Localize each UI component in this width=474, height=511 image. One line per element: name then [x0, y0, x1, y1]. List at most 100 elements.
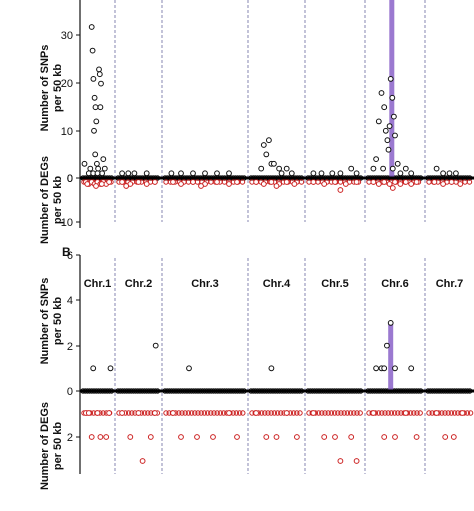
- deg-point-Chr.5: [337, 458, 344, 464]
- deg-point-Chr.5: [337, 187, 344, 193]
- deg-point-Chr.3: [214, 179, 220, 185]
- deg-point-Chr.7: [466, 179, 473, 185]
- chromosome-label-Chr.4: Chr.4: [262, 278, 291, 290]
- deg-point-Chr.3: [170, 410, 176, 416]
- panel-0-deg-tick-label: 0: [67, 173, 73, 185]
- deg-point-Chr.1: [93, 183, 99, 189]
- deg-point-Chr.5: [353, 458, 360, 464]
- deg-point-Chr.5: [332, 179, 338, 185]
- panel-1-snp-tick-label: 4: [67, 295, 73, 307]
- panel-0-snp-tick-label: 20: [61, 78, 73, 90]
- deg-point-Chr.6: [382, 410, 388, 416]
- deg-point-Chr.3: [179, 410, 185, 416]
- snp-point-Chr.6: [370, 165, 377, 172]
- snp-point-Chr.6: [392, 365, 398, 372]
- chromosome-label-Chr.3: Chr.3: [191, 278, 219, 290]
- deg-point-Chr.3: [176, 410, 182, 416]
- deg-point-Chr.6: [414, 410, 420, 416]
- deg-point-Chr.3: [226, 181, 232, 187]
- deg-point-Chr.6: [392, 434, 398, 440]
- deg-point-Chr.5: [315, 410, 322, 416]
- deg-point-Chr.6: [375, 410, 382, 416]
- deg-point-Chr.2: [145, 410, 151, 416]
- snp-point-Chr.7: [440, 170, 447, 177]
- deg-point-Chr.5: [321, 181, 328, 187]
- deg-point-Chr.2: [123, 183, 130, 189]
- deg-point-Chr.6: [402, 410, 409, 416]
- deg-point-Chr.3: [201, 410, 208, 416]
- deg-point-Chr.7: [433, 410, 440, 416]
- snp-point-Chr.6: [380, 165, 387, 172]
- deg-point-Chr.6: [395, 410, 401, 416]
- deg-point-Chr.3: [226, 410, 232, 416]
- snp-point-Chr.5: [337, 170, 344, 177]
- snp-point-Chr.4: [266, 137, 272, 144]
- snp-point-Chr.6: [382, 127, 389, 134]
- snp-point-Chr.1: [81, 160, 88, 167]
- deg-point-Chr.6: [413, 434, 420, 440]
- snp-point-Chr.3: [226, 170, 232, 177]
- deg-point-Chr.1: [106, 179, 112, 185]
- deg-point-Chr.3: [170, 179, 176, 185]
- deg-point-Chr.5: [357, 410, 363, 416]
- deg-point-Chr.2: [147, 434, 154, 440]
- deg-point-Chr.4: [262, 410, 268, 416]
- snp-point-Chr.6: [389, 94, 396, 101]
- snp-point-Chr.6: [381, 365, 388, 372]
- snp-point-Chr.4: [268, 365, 275, 372]
- snp-point-Chr.6: [373, 156, 380, 163]
- deg-point-Chr.3: [163, 410, 169, 416]
- snp-point-Chr.1: [87, 165, 94, 172]
- deg-point-Chr.4: [268, 410, 274, 416]
- deg-point-Chr.5: [321, 434, 328, 440]
- snp-point-Chr.3: [190, 170, 196, 177]
- snp-point-Chr.2: [119, 170, 125, 177]
- deg-point-Chr.3: [204, 410, 211, 416]
- deg-point-Chr.7: [431, 179, 438, 185]
- deg-point-Chr.6: [370, 410, 377, 416]
- deg-point-Chr.3: [234, 434, 240, 440]
- snp-point-Chr.6: [397, 170, 404, 177]
- deg-point-Chr.4: [274, 410, 281, 416]
- snp-point-Chr.1: [97, 104, 104, 111]
- deg-point-Chr.3: [198, 183, 204, 189]
- snp-point-Chr.1: [95, 165, 101, 172]
- deg-point-Chr.5: [332, 434, 338, 440]
- deg-point-Chr.6: [391, 410, 398, 416]
- deg-point-Chr.1: [100, 410, 106, 416]
- panel-a-ylabel-snp: Number of SNPs per 50 kb: [39, 23, 67, 153]
- snp-point-Chr.1: [91, 94, 98, 101]
- deg-point-Chr.2: [119, 410, 125, 416]
- snp-point-Chr.2: [143, 170, 150, 177]
- deg-point-Chr.6: [392, 179, 398, 185]
- panel-b-letter: B: [62, 245, 71, 259]
- deg-point-Chr.5: [325, 410, 331, 416]
- panel-b-ylabel-snp-line2: per 50 kb: [52, 296, 64, 346]
- deg-point-Chr.5: [319, 410, 325, 416]
- panel-a-ylabel-deg-line1: Number of DEGs: [39, 156, 51, 245]
- panel-0-deg-tick-label: 10: [61, 217, 73, 229]
- deg-point-Chr.1: [97, 434, 104, 440]
- chromosome-label-Chr.1: Chr.1: [83, 278, 112, 290]
- snp-point-Chr.1: [90, 76, 97, 82]
- snp-point-Chr.1: [96, 71, 103, 78]
- deg-point-Chr.3: [239, 179, 246, 185]
- deg-point-Chr.5: [344, 410, 351, 416]
- deg-point-Chr.7: [448, 179, 455, 185]
- snp-point-Chr.6: [408, 170, 415, 177]
- snp-point-Chr.7: [453, 170, 459, 177]
- deg-point-Chr.2: [129, 410, 135, 416]
- snp-point-Chr.3: [178, 170, 184, 177]
- snp-point-Chr.4: [283, 165, 290, 172]
- deg-point-Chr.3: [194, 434, 200, 440]
- deg-point-Chr.7: [451, 410, 458, 416]
- panel-b-ylabel-deg-line2: per 50 kb: [52, 421, 64, 471]
- deg-point-Chr.3: [210, 434, 216, 440]
- deg-point-Chr.5: [310, 410, 317, 416]
- snp-point-Chr.3: [186, 365, 192, 372]
- deg-point-Chr.5: [353, 179, 360, 185]
- deg-point-Chr.2: [135, 179, 142, 185]
- deg-point-Chr.6: [370, 179, 377, 185]
- snp-point-Chr.6: [392, 132, 398, 139]
